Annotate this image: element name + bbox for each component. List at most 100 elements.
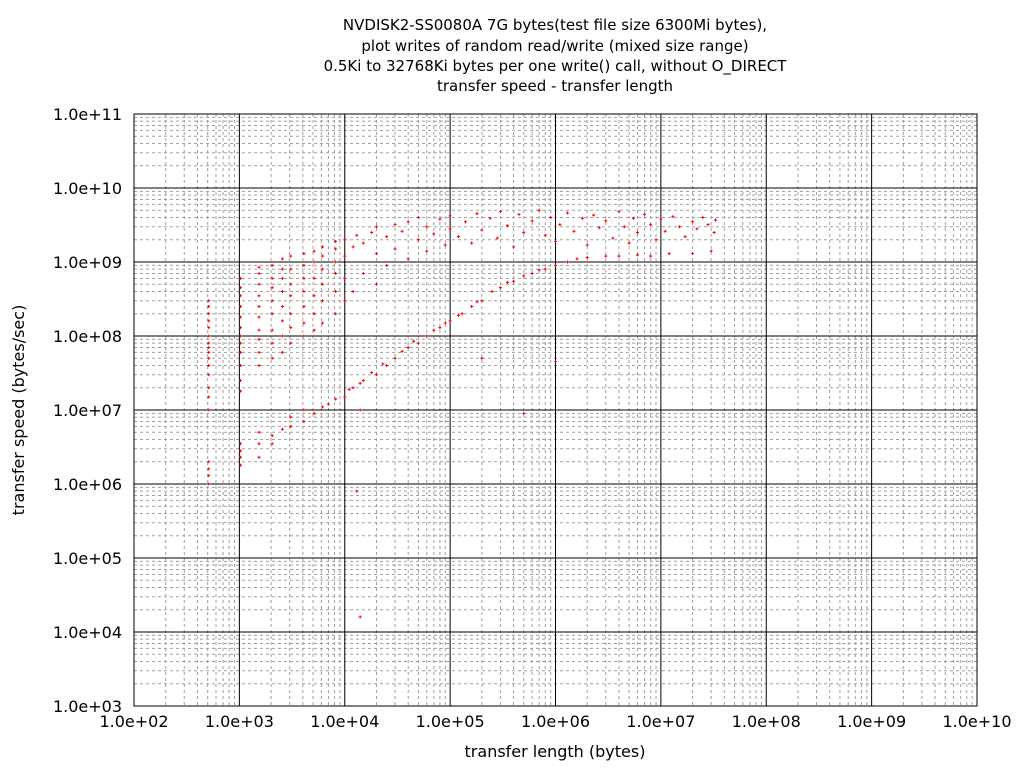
- data-point-writes-fast: [334, 289, 338, 293]
- data-point-writes-slow: [289, 415, 293, 419]
- data-point-writes-fast: [580, 216, 584, 220]
- data-point-writes-fast: [334, 312, 338, 316]
- data-point-writes-fast: [622, 225, 626, 229]
- data-point-outliers: [355, 489, 359, 493]
- title-line-1: NVDISK2-SS0080A 7G bytes(test file size …: [343, 16, 767, 34]
- data-point-writes-fast: [289, 294, 293, 298]
- data-point-writes-slow: [490, 289, 494, 293]
- data-point-writes-fast: [443, 243, 447, 247]
- data-point-writes-slow: [358, 381, 362, 385]
- major-grid: [133, 113, 978, 707]
- data-point-writes-fast: [257, 363, 261, 367]
- data-point-writes-fast: [280, 257, 284, 261]
- data-point-writes-fast: [289, 267, 293, 271]
- data-point-writes-slow: [505, 280, 509, 284]
- data-point-writes-slow: [709, 249, 713, 253]
- data-point-writes-fast: [659, 217, 663, 221]
- data-point-writes-fast: [572, 229, 576, 233]
- data-point-writes-slow: [438, 326, 442, 330]
- data-point-writes-slow: [443, 321, 447, 325]
- data-point-writes-fast: [425, 249, 429, 253]
- x-tick-label: 1.0e+06: [521, 712, 590, 731]
- data-point-writes-fast: [257, 265, 261, 269]
- data-point-writes-fast: [289, 326, 293, 330]
- data-point-writes-fast: [406, 257, 410, 261]
- data-point-writes-fast: [207, 350, 211, 354]
- data-point-writes-fast: [207, 334, 211, 338]
- data-point-writes-fast: [320, 267, 324, 271]
- data-point-writes-fast: [207, 341, 211, 345]
- data-point-writes-fast: [207, 326, 211, 330]
- data-point-writes-fast: [238, 379, 242, 383]
- data-point-writes-fast: [592, 213, 596, 217]
- data-point-writes-fast: [701, 215, 705, 219]
- data-point-writes-fast: [238, 363, 242, 367]
- data-point-writes-fast: [312, 249, 316, 253]
- data-point-writes-fast: [695, 227, 699, 231]
- data-point-writes-fast: [207, 363, 211, 367]
- data-point-writes-slow: [280, 427, 284, 431]
- data-point-writes-fast: [393, 247, 397, 251]
- x-tick-label: 1.0e+09: [837, 712, 906, 731]
- y-tick-labels: 1.0e+03 1.0e+04 1.0e+05 1.0e+06 1.0e+07 1.0e+…: [53, 105, 122, 716]
- data-point-writes-fast: [302, 276, 306, 280]
- data-point-writes-fast: [289, 312, 293, 316]
- x-tick-labels: 1.0e+02 1.0e+03 1.0e+04 1.0e+05 1.0e+06 1.0e+…: [99, 712, 1011, 731]
- data-point-writes-slow: [207, 482, 211, 486]
- data-point-writes-slow: [566, 260, 570, 264]
- data-point-writes-fast: [207, 386, 211, 390]
- data-point-writes-fast: [671, 215, 675, 219]
- data-point-writes-fast: [343, 276, 347, 280]
- x-tick-label: 1.0e+08: [732, 712, 801, 731]
- data-point-writes-fast: [238, 326, 242, 330]
- data-point-writes-fast: [270, 299, 274, 303]
- data-point-writes-fast: [448, 214, 452, 218]
- data-point-writes-fast: [425, 225, 429, 229]
- data-point-writes-slow: [361, 379, 365, 383]
- data-point-writes-fast: [393, 223, 397, 227]
- data-point-writes-fast: [654, 238, 658, 242]
- data-point-writes-fast: [334, 260, 338, 264]
- data-point-writes-fast: [238, 294, 242, 298]
- data-point-writes-fast: [475, 212, 479, 216]
- data-point-writes-fast: [207, 345, 211, 349]
- data-point-writes-slow: [347, 387, 351, 391]
- data-point-writes-slow: [649, 254, 653, 258]
- data-point-writes-fast: [554, 239, 557, 243]
- data-point-writes-slow: [617, 254, 621, 258]
- data-point-writes-slow: [343, 395, 347, 399]
- data-point-writes-slow: [312, 411, 316, 415]
- data-point-writes-fast: [456, 235, 460, 239]
- data-point-writes-fast: [566, 211, 570, 215]
- data-point-writes-slow: [470, 305, 474, 309]
- data-point-writes-slow: [270, 434, 274, 438]
- data-point-writes-fast: [416, 238, 420, 242]
- data-point-writes-slow: [554, 263, 557, 267]
- data-point-writes-slow: [289, 424, 293, 428]
- data-point-writes-fast: [257, 315, 261, 319]
- data-point-writes-fast: [351, 245, 355, 249]
- data-point-writes-slow: [448, 319, 452, 323]
- data-point-writes-fast: [238, 305, 242, 309]
- data-point-writes-fast: [649, 223, 653, 227]
- data-point-writes-fast: [549, 215, 553, 219]
- data-point-writes-fast: [257, 282, 261, 286]
- data-point-writes-fast: [312, 328, 316, 332]
- x-tick-label: 1.0e+07: [626, 712, 695, 731]
- data-point-writes-fast: [406, 220, 410, 224]
- data-point-writes-slow: [512, 279, 516, 283]
- data-point-writes-fast: [635, 231, 639, 235]
- data-point-writes-fast: [289, 341, 293, 345]
- data-point-writes-fast: [257, 350, 261, 354]
- data-point-writes-fast: [280, 319, 284, 323]
- data-point-writes-fast: [351, 289, 355, 293]
- data-point-writes-fast: [361, 271, 365, 275]
- data-point-writes-fast: [280, 267, 284, 271]
- data-point-writes-fast: [432, 232, 436, 236]
- data-point-outliers: [480, 356, 484, 360]
- data-point-writes-fast: [302, 305, 306, 309]
- y-tick-label: 1.0e+11: [53, 105, 122, 124]
- y-tick-label: 1.0e+04: [53, 623, 122, 642]
- data-point-writes-slow: [667, 252, 671, 256]
- title-line-4: transfer speed - transfer length: [437, 77, 673, 95]
